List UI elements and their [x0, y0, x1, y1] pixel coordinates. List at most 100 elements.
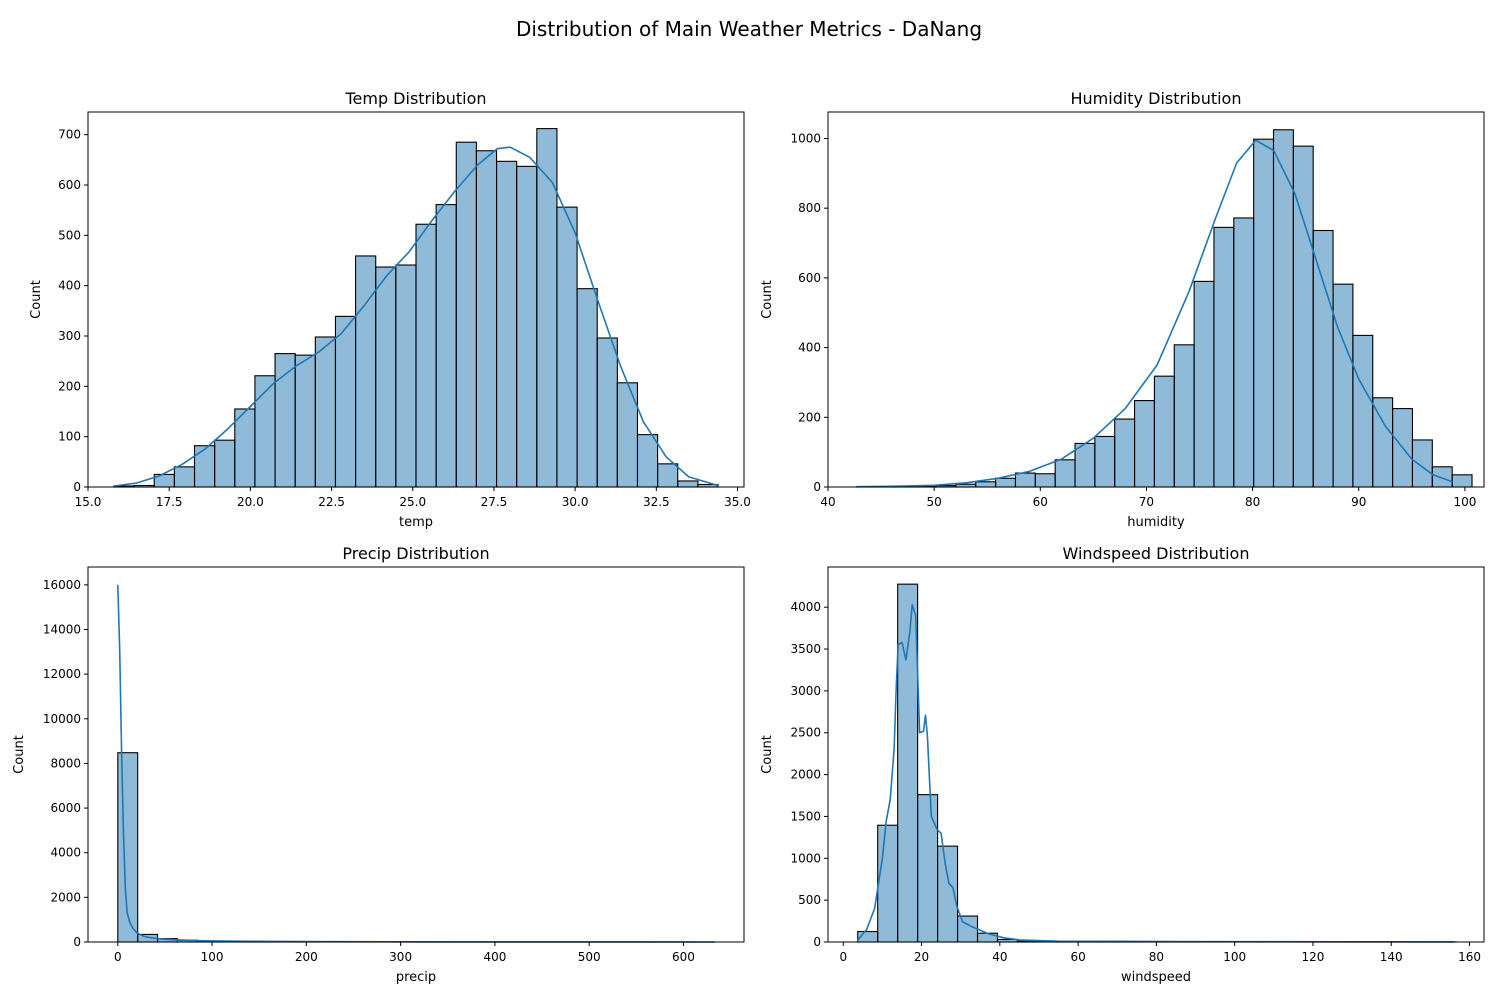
humidity-bar: [1372, 397, 1394, 488]
humidity-y-tick-label: 800: [798, 201, 821, 215]
temp-y-tick-label: 300: [58, 329, 81, 343]
temp-bar: [495, 160, 518, 488]
temp-x-axis-label: temp: [399, 515, 433, 530]
temp-bar: [355, 255, 377, 488]
humidity-y-tick-label: 1000: [790, 131, 821, 145]
temp-distribution-panel: Temp Distribution 15.0 17.5 20.0 22.5 25.0 27.…: [29, 89, 751, 530]
windspeed-bar: [917, 794, 939, 943]
temp-bar: [214, 439, 236, 488]
windspeed-x-tick-label: 160: [1458, 950, 1481, 964]
humidity-x-axis-label: humidity: [1127, 515, 1185, 530]
humidity-x-tick-label: 70: [1139, 495, 1154, 509]
temp-bar: [475, 150, 498, 488]
humidity-bar: [995, 477, 1017, 488]
temp-bar: [193, 445, 216, 488]
humidity-bar: [1352, 334, 1374, 488]
temp-bar: [516, 165, 538, 488]
humidity-bar: [1253, 138, 1275, 488]
windspeed-y-tick-label: 4000: [790, 600, 821, 614]
temp-chart-title: Temp Distribution: [344, 89, 486, 108]
temp-bar: [415, 223, 437, 488]
windspeed-y-tick-label: 0: [813, 935, 821, 949]
precip-x-tick-label: 400: [483, 950, 506, 964]
temp-bar: [334, 315, 357, 488]
temp-bar: [375, 266, 397, 488]
humidity-y-tick-label: 200: [798, 410, 821, 424]
precip-y-tick-label: 12000: [43, 667, 81, 681]
humidity-axes-frame: [827, 111, 1485, 488]
humidity-bar: [1034, 473, 1056, 488]
temp-y-tick-label: 200: [58, 379, 81, 393]
precip-y-tick-label: 6000: [50, 801, 81, 815]
temp-y-tick-label: 100: [58, 430, 81, 444]
temp-bar: [556, 206, 578, 488]
temp-x-tick-label: 30.0: [562, 495, 589, 509]
temp-bar: [435, 204, 457, 488]
temp-y-tick-label: 700: [58, 128, 81, 142]
temp-x-tick-label: 35.0: [724, 495, 751, 509]
precip-y-axis-label: Count: [12, 735, 27, 774]
windspeed-x-tick-label: 120: [1302, 950, 1325, 964]
humidity-bar: [1134, 400, 1155, 488]
temp-bar: [395, 264, 417, 488]
precip-x-axis-label: precip: [396, 970, 436, 985]
temp-bars: [113, 128, 719, 488]
windspeed-y-tick-label: 1000: [790, 851, 821, 865]
humidity-bars: [856, 129, 1473, 488]
precip-y-tick-label: 0: [73, 935, 81, 949]
windspeed-x-tick-label: 20: [914, 950, 929, 964]
windspeed-chart-title: Windspeed Distribution: [1063, 544, 1250, 563]
precip-y-tick-label: 10000: [43, 712, 81, 726]
humidity-bar: [1431, 466, 1453, 488]
temp-x-tick-label: 15.0: [75, 495, 102, 509]
temp-y-axis-label: Count: [29, 280, 44, 319]
temp-bar: [173, 466, 196, 488]
windspeed-x-tick-label: 0: [839, 950, 847, 964]
windspeed-y-tick-label: 500: [798, 893, 821, 907]
precip-axes-frame: [87, 566, 745, 943]
precip-bars: [117, 752, 716, 943]
windspeed-x-tick-label: 80: [1149, 950, 1164, 964]
humidity-bar: [1014, 472, 1036, 488]
temp-axes-frame: [87, 111, 745, 488]
temp-bar: [657, 463, 679, 488]
humidity-x-tick-label: 60: [1033, 495, 1048, 509]
windspeed-x-tick-label: 60: [1070, 950, 1085, 964]
windspeed-y-tick-label: 3000: [790, 684, 821, 698]
precip-y-tick-label: 16000: [43, 578, 81, 592]
precip-kde-line: [117, 584, 715, 943]
humidity-x-tick-label: 100: [1453, 495, 1476, 509]
temp-x-tick-label: 32.5: [643, 495, 670, 509]
humidity-bar: [1451, 474, 1473, 488]
precip-x-tick-label: 100: [201, 950, 224, 964]
precip-y-tick-label: 14000: [43, 623, 81, 637]
humidity-bar: [975, 481, 997, 488]
precip-y-tick-label: 4000: [50, 846, 81, 860]
temp-bar: [677, 480, 699, 488]
windspeed-y-tick-label: 2500: [790, 726, 821, 740]
humidity-bar: [1213, 226, 1235, 488]
temp-x-tick-label: 17.5: [156, 495, 183, 509]
precip-x-tick-label: 500: [578, 950, 601, 964]
temp-y-tick-label: 600: [58, 178, 81, 192]
temp-bar: [536, 128, 558, 488]
humidity-x-tick-label: 40: [820, 495, 835, 509]
precip-x-tick-label: 300: [389, 950, 412, 964]
precip-x-tick-label: 600: [672, 950, 695, 964]
humidity-y-tick-label: 600: [798, 271, 821, 285]
temp-x-tick-label: 20.0: [237, 495, 264, 509]
precip-y-tick-label: 8000: [50, 756, 81, 770]
windspeed-bars: [857, 583, 1458, 943]
humidity-kde-line: [856, 139, 1453, 488]
humidity-y-axis-label: Count: [760, 280, 775, 319]
precip-x-tick-label: 200: [295, 950, 318, 964]
temp-bar: [576, 288, 598, 488]
precip-chart-title: Precip Distribution: [342, 544, 489, 563]
humidity-x-tick-label: 90: [1351, 495, 1366, 509]
temp-x-tick-label: 27.5: [481, 495, 508, 509]
temp-bar: [314, 336, 337, 488]
windspeed-y-axis-label: Count: [760, 735, 775, 774]
humidity-bar: [1411, 439, 1433, 488]
humidity-x-tick-label: 80: [1245, 495, 1260, 509]
